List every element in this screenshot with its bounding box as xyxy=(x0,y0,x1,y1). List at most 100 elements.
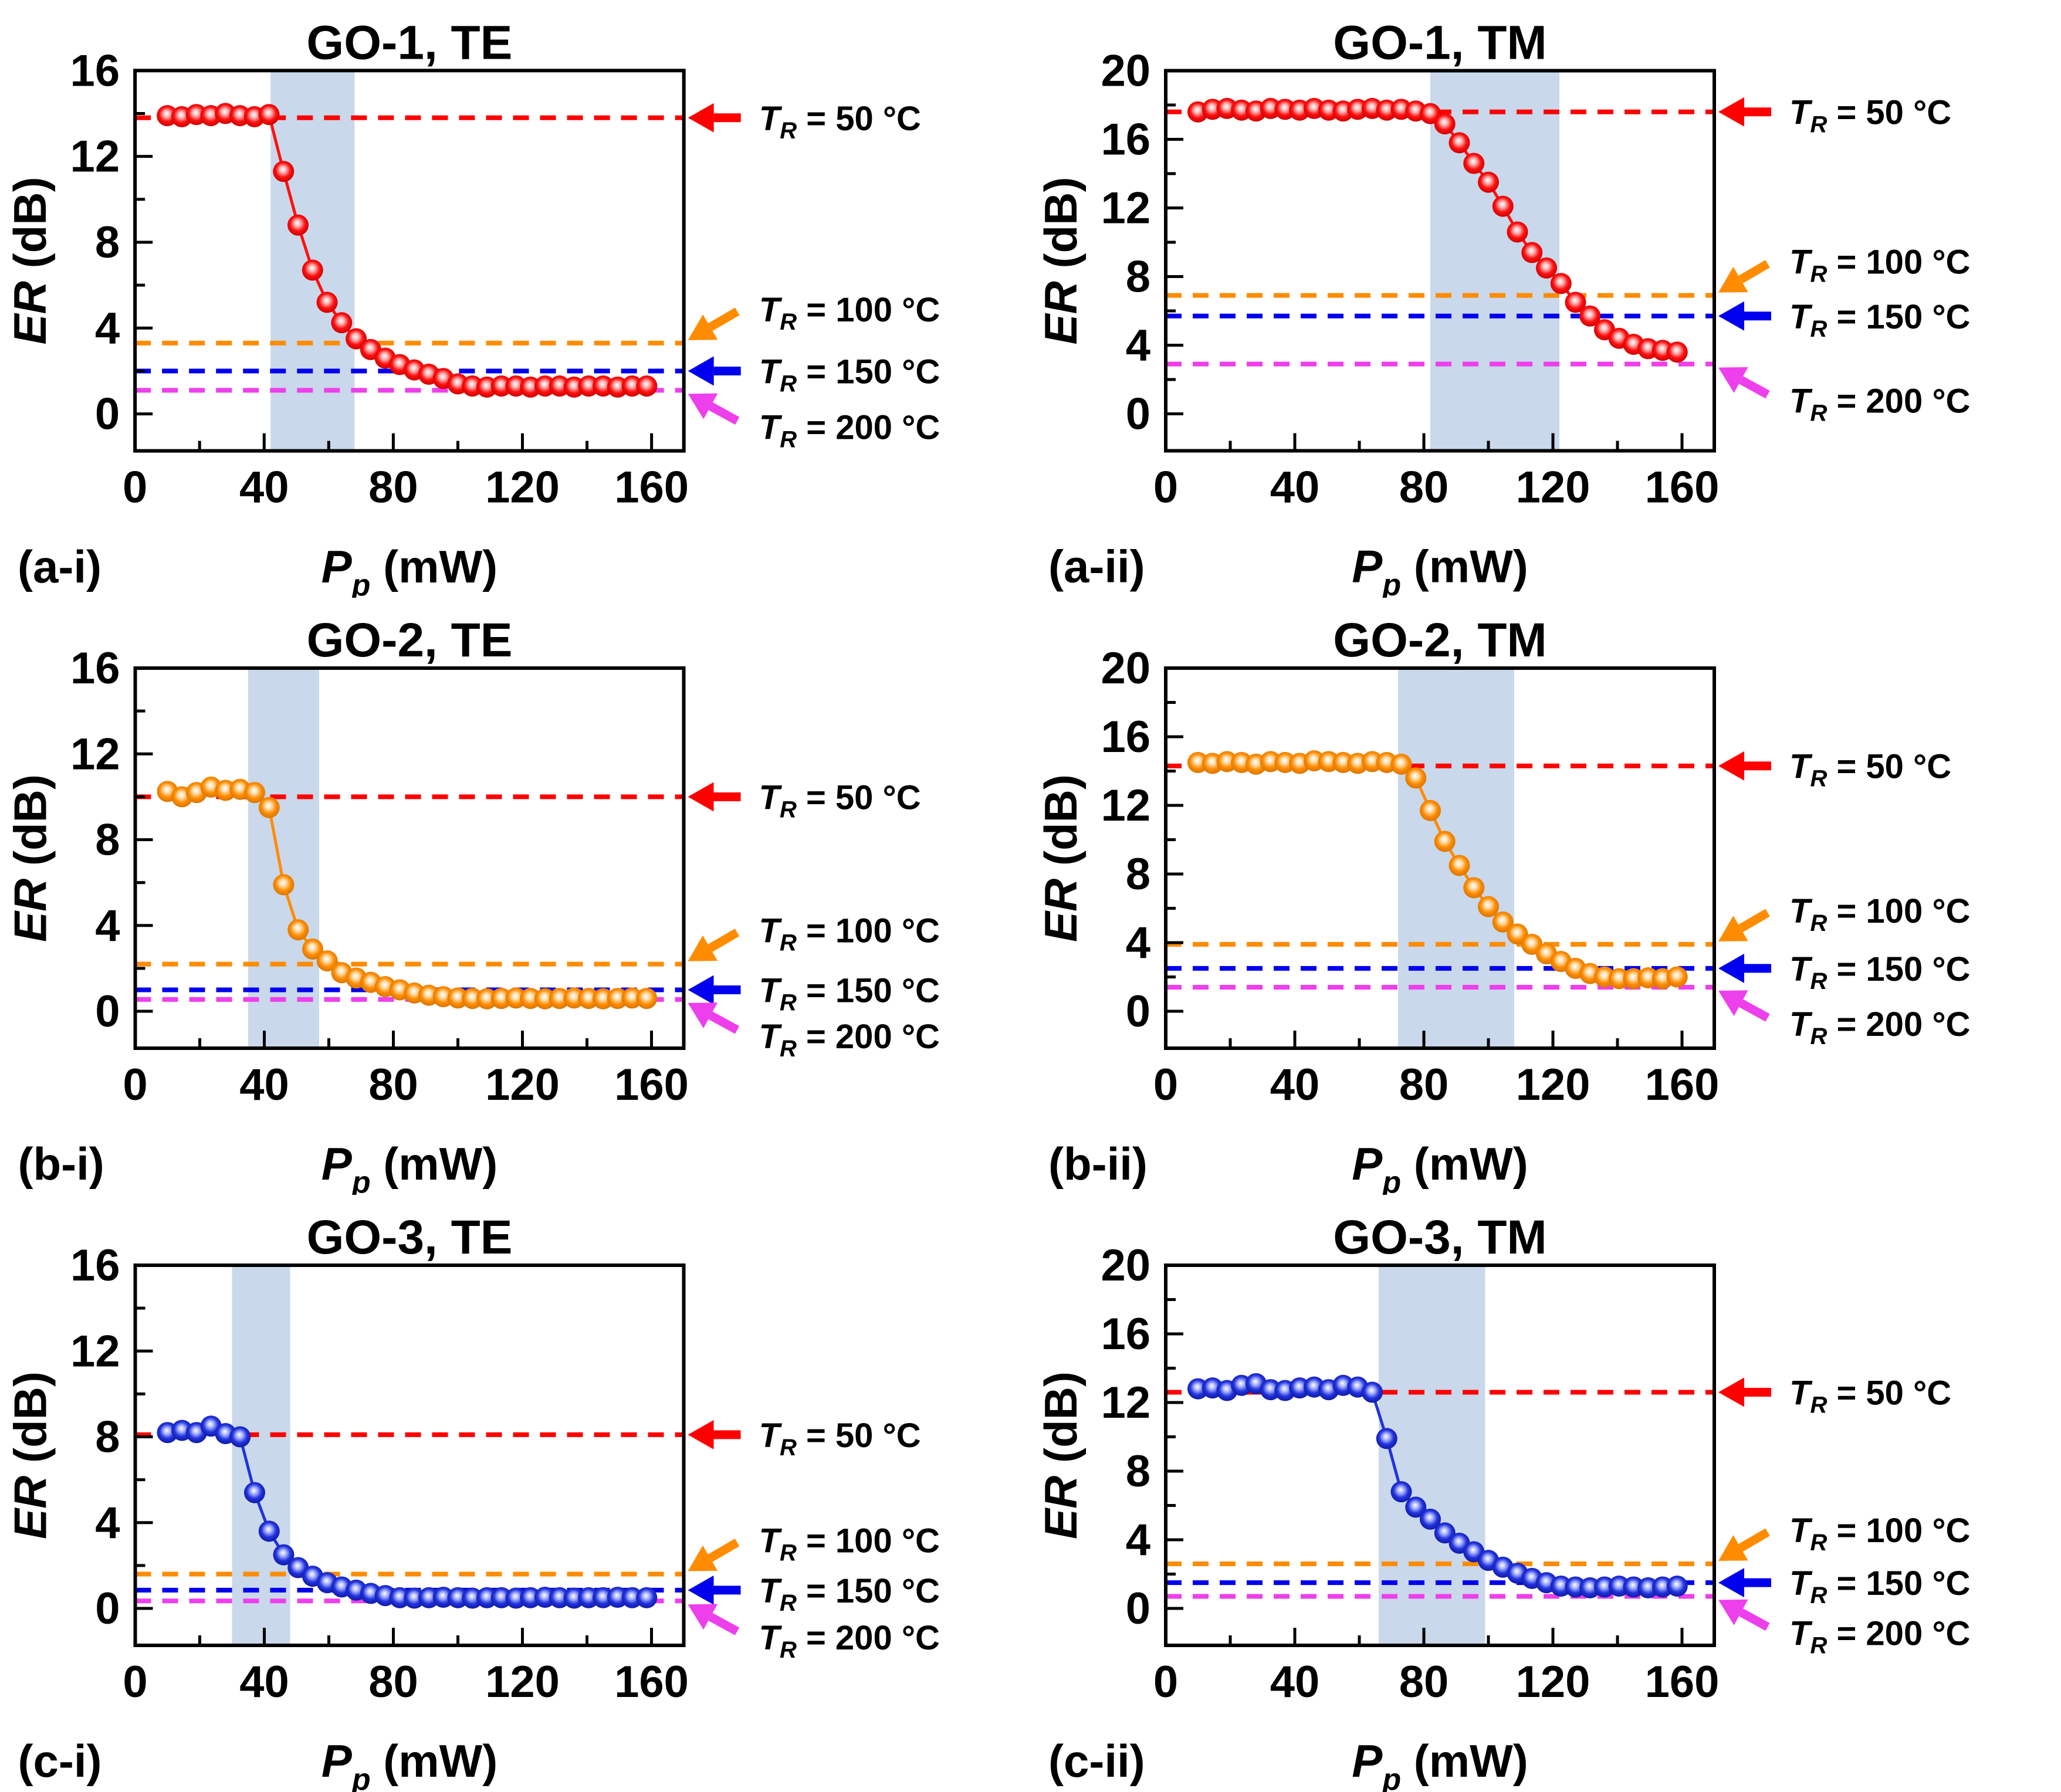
data-point xyxy=(1434,113,1456,135)
data-point xyxy=(1478,896,1499,917)
label-tr-150: TR = 150 °C xyxy=(1789,950,1970,994)
y-tick-label: 12 xyxy=(70,132,120,182)
arrow-tr-200-icon-head xyxy=(688,393,718,419)
x-tick-label: 120 xyxy=(485,1060,560,1110)
x-tick-label: 160 xyxy=(1645,463,1720,513)
data-point xyxy=(636,1587,658,1608)
data-point xyxy=(258,797,280,818)
x-axis-label: Pp (mW) xyxy=(1352,1735,1528,1792)
data-point xyxy=(1405,1496,1427,1518)
arrow-tr-100-icon-head xyxy=(688,314,718,340)
arrow-tr-50-icon-head xyxy=(688,1420,714,1449)
data-point xyxy=(346,328,367,350)
data-point xyxy=(258,104,280,126)
y-tick-label: 8 xyxy=(1126,1447,1150,1496)
y-tick-label: 8 xyxy=(95,815,120,865)
y-tick-label: 12 xyxy=(1101,1378,1150,1428)
y-tick-label: 16 xyxy=(70,46,120,96)
y-tick-label: 8 xyxy=(1126,849,1150,899)
data-point xyxy=(1666,966,1688,988)
y-tick-label: 4 xyxy=(95,303,120,353)
shaded-band xyxy=(232,1265,290,1645)
label-tr-100: TR = 100 °C xyxy=(1789,892,1970,936)
arrow-tr-200-icon-head xyxy=(1718,990,1748,1017)
data-point xyxy=(636,375,658,397)
data-point xyxy=(1478,171,1499,193)
x-tick-label: 120 xyxy=(1516,463,1590,513)
arrow-tr-50-icon-head xyxy=(1718,1377,1744,1407)
arrow-tr-200-icon xyxy=(708,402,740,425)
arrow-tr-200-icon xyxy=(1738,1608,1770,1631)
y-tick-label: 8 xyxy=(1126,252,1150,302)
arrow-tr-100-icon xyxy=(1738,1528,1770,1552)
data-point xyxy=(1579,305,1601,327)
x-tick-label: 0 xyxy=(1153,1657,1178,1707)
chart-b-i: 0 40 80 120 160 0 4 8 12 16 GO-2, TE ER (dB) Pp (mW)… xyxy=(5,614,940,1195)
y-axis-label: ER (dB) xyxy=(4,177,56,344)
plot-title: GO-1, TM xyxy=(1333,16,1546,70)
label-tr-100: TR = 100 °C xyxy=(759,291,940,335)
arrow-tr-50-icon-head xyxy=(688,782,714,812)
x-tick-label: 0 xyxy=(1153,1060,1178,1110)
plot-title: GO-2, TE xyxy=(307,614,513,667)
arrow-tr-200-icon xyxy=(708,1011,740,1034)
arrow-tr-100-icon-head xyxy=(688,935,718,961)
data-point xyxy=(1463,877,1485,899)
x-tick-label: 80 xyxy=(1399,1060,1449,1110)
data-point xyxy=(636,988,658,1010)
label-tr-150: TR = 150 °C xyxy=(1789,298,1970,342)
data-point xyxy=(534,375,556,397)
data-point xyxy=(476,1587,498,1608)
data-point xyxy=(273,874,295,896)
x-tick-label: 80 xyxy=(1399,1657,1449,1707)
arrow-tr-50-icon-head xyxy=(1718,751,1744,781)
x-tick-label: 120 xyxy=(485,463,560,513)
data-point xyxy=(1507,221,1528,243)
label-tr-200: TR = 200 °C xyxy=(759,1619,940,1663)
data-point xyxy=(1492,911,1514,933)
label-tr-200: TR = 200 °C xyxy=(1789,1615,1970,1659)
data-point xyxy=(1492,195,1514,217)
y-tick-label: 0 xyxy=(1126,1584,1150,1634)
arrow-tr-150-icon-head xyxy=(688,975,714,1005)
y-axis-label: ER (dB) xyxy=(1035,774,1087,942)
label-tr-50: TR = 50 °C xyxy=(759,100,921,144)
x-tick-label: 120 xyxy=(1516,1060,1590,1110)
y-tick-label: 12 xyxy=(70,729,120,779)
arrow-tr-200-icon-head xyxy=(1718,1599,1748,1625)
data-point xyxy=(1449,855,1470,876)
panel-tag: (a-ii) xyxy=(1048,541,1145,592)
data-line xyxy=(167,785,647,1001)
plot-border xyxy=(1164,1263,1716,1647)
panel-tag: (a-i) xyxy=(18,541,101,592)
shaded-band xyxy=(248,668,319,1048)
data-point xyxy=(244,782,265,804)
subplot-b-i: 0 40 80 120 160 0 4 8 12 16 GO-2, TE ER (dB) Pp (mW)… xyxy=(0,598,1031,1195)
y-tick-label: 16 xyxy=(1101,1309,1150,1359)
subplot-c-ii: 0 40 80 120 160 0 4 8 12 16 20 GO-3, TM ER (dB) Pp (m… xyxy=(1031,1195,2061,1792)
arrow-tr-100-icon xyxy=(708,929,740,952)
y-tick-label: 0 xyxy=(95,389,120,439)
plot-title: GO-3, TM xyxy=(1333,1211,1546,1264)
y-tick-label: 4 xyxy=(1126,1515,1150,1565)
label-tr-200: TR = 200 °C xyxy=(1789,382,1970,426)
x-tick-label: 40 xyxy=(1270,1060,1320,1110)
y-tick-label: 8 xyxy=(95,218,120,267)
x-tick-label: 0 xyxy=(123,1657,147,1707)
x-axis-label: Pp (mW) xyxy=(1352,1138,1528,1195)
arrow-tr-200-icon-head xyxy=(688,1604,718,1630)
x-tick-label: 40 xyxy=(239,1060,289,1110)
chart-a-i: 0 40 80 120 160 0 4 8 12 16 GO-1, TE ER (dB) Pp (mW)… xyxy=(4,16,940,598)
plot-border xyxy=(1164,666,1716,1050)
shaded-band xyxy=(1379,1265,1485,1645)
arrow-tr-200-icon-head xyxy=(688,1002,718,1028)
label-tr-150: TR = 150 °C xyxy=(759,971,940,1015)
y-tick-label: 20 xyxy=(1101,46,1150,96)
subplot-c-i: 0 40 80 120 160 0 4 8 12 16 GO-3, TE ER (dB) Pp (mW)… xyxy=(0,1195,1031,1792)
x-tick-label: 160 xyxy=(614,1060,689,1110)
arrow-tr-150-icon-head xyxy=(688,356,714,386)
y-tick-label: 16 xyxy=(70,1241,120,1290)
data-point xyxy=(621,1587,643,1608)
data-point xyxy=(1390,1481,1412,1503)
y-tick-label: 12 xyxy=(70,1326,120,1376)
